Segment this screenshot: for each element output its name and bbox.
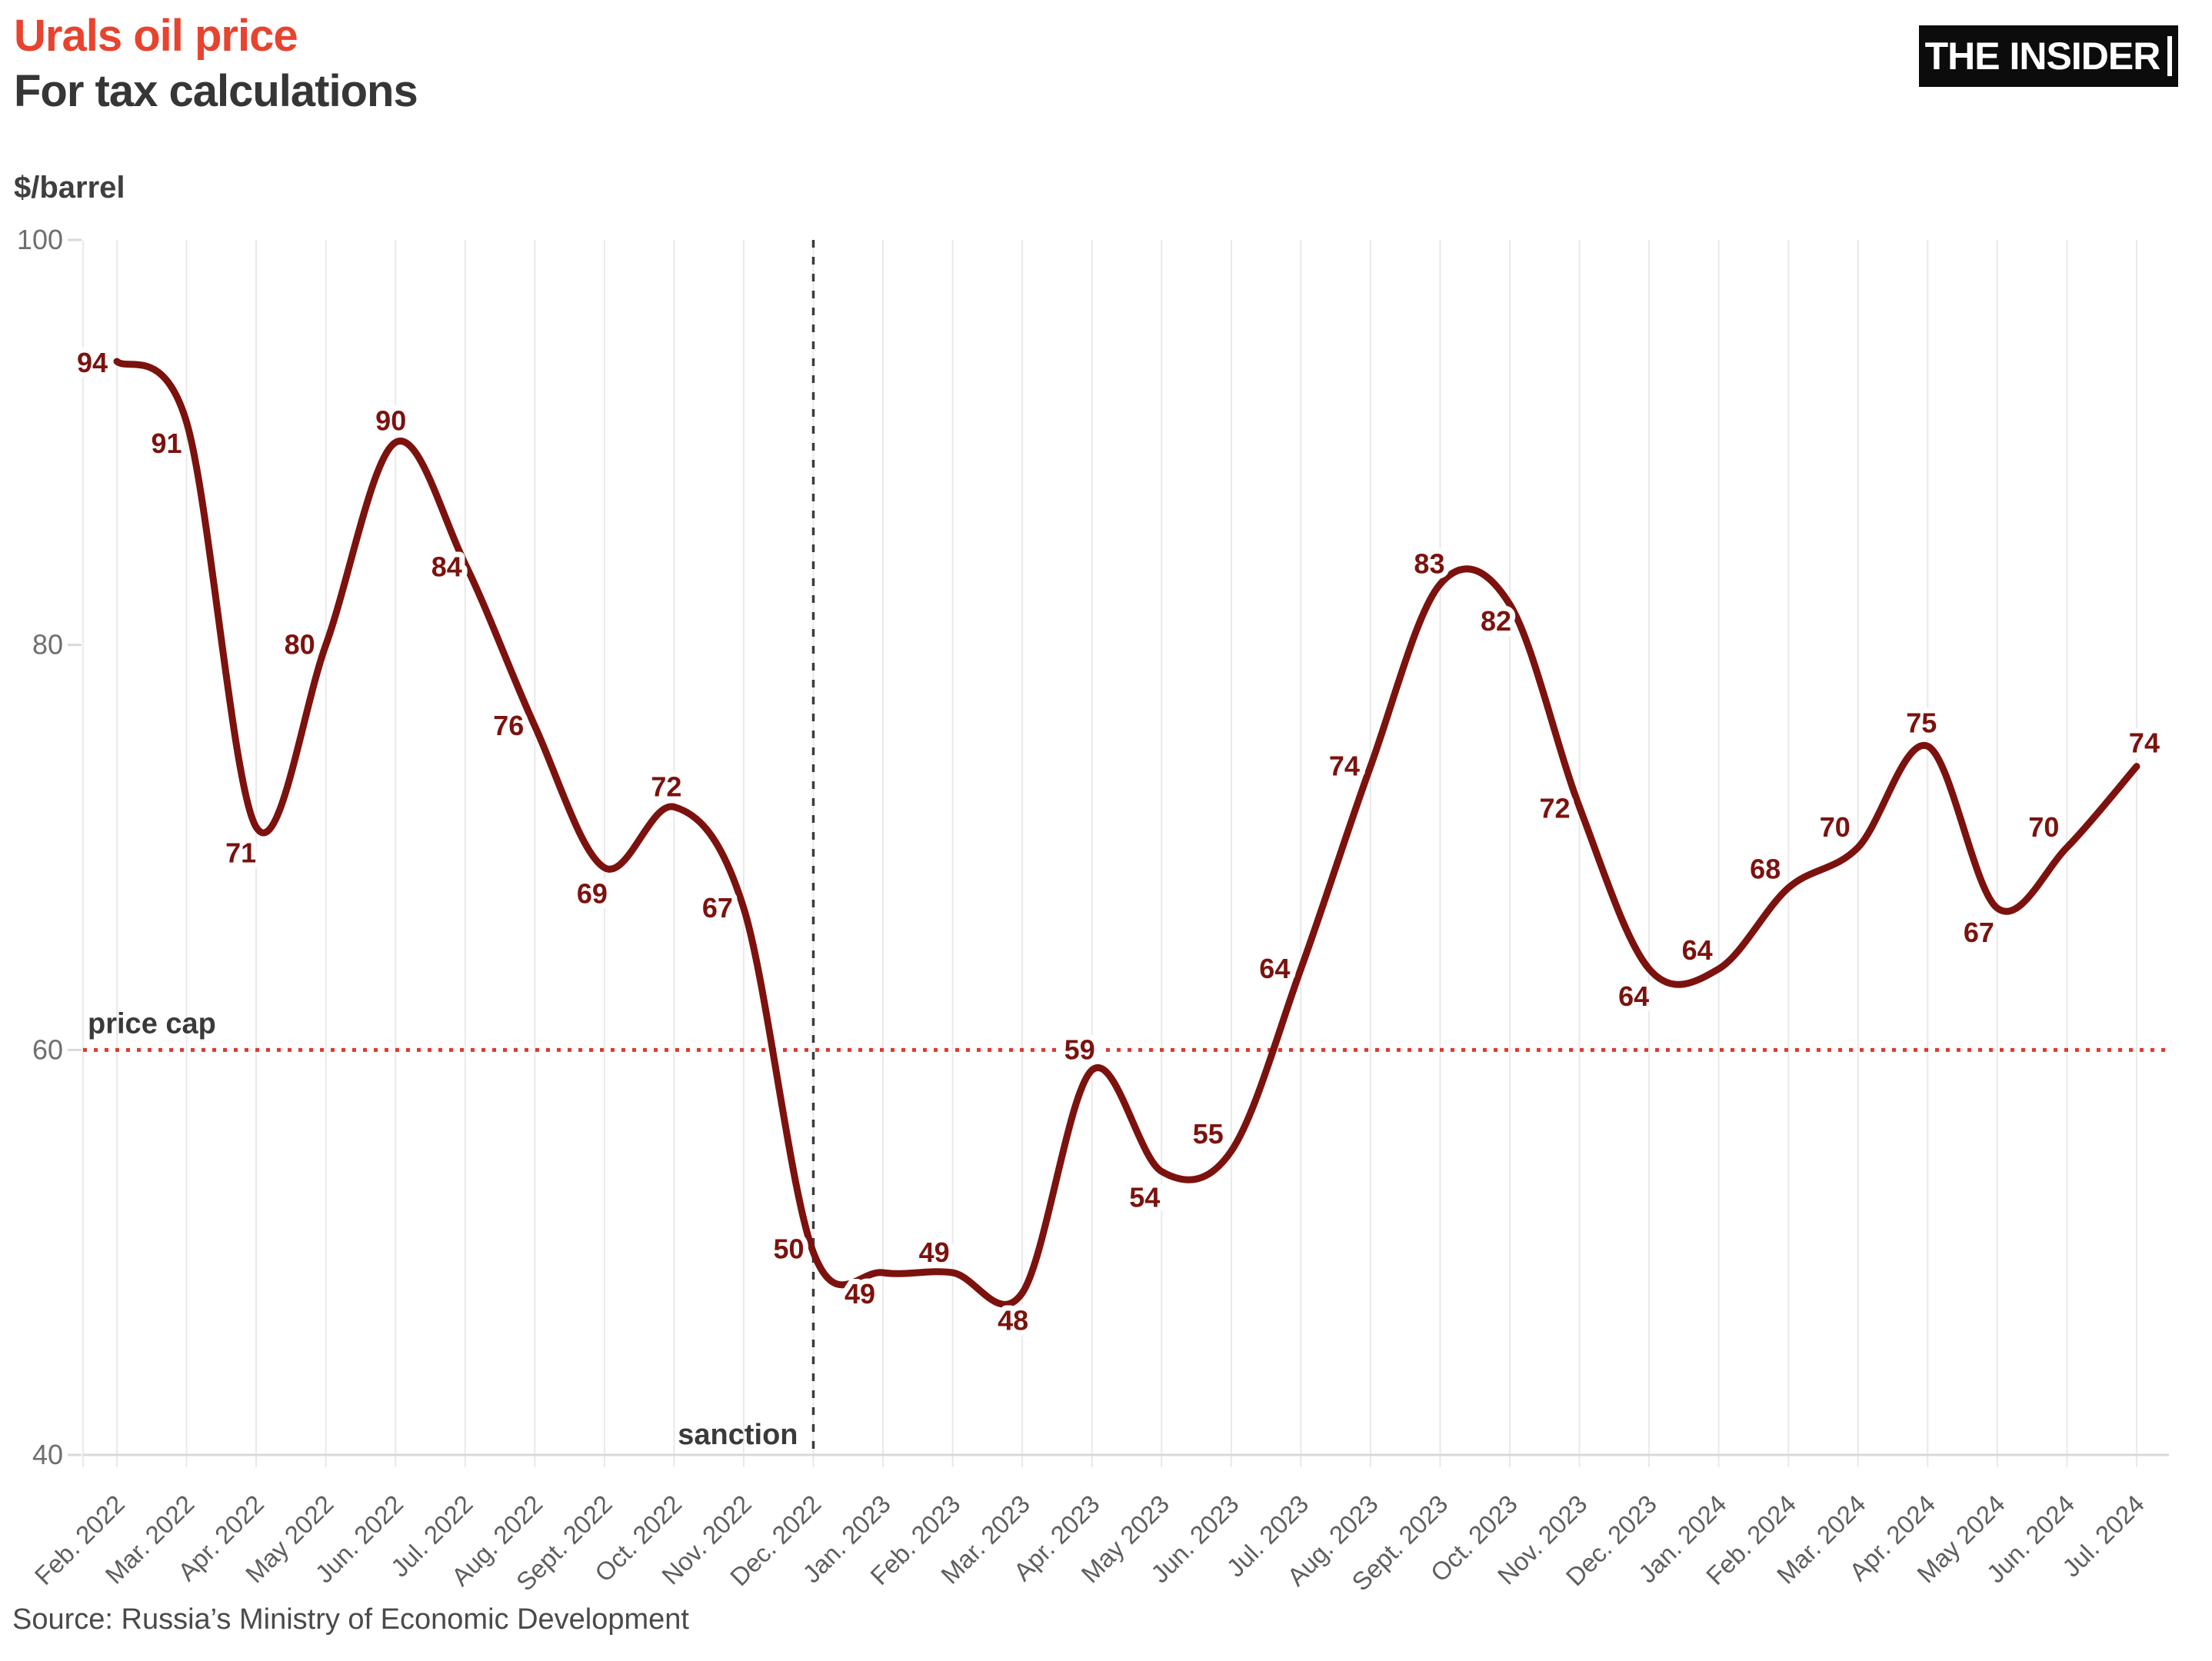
value-label: 83 (1414, 548, 1444, 580)
value-label: 70 (2028, 811, 2059, 843)
price-line (113, 358, 2140, 1308)
value-label: 49 (919, 1237, 950, 1268)
gridlines (82, 240, 2137, 1467)
value-label: 90 (375, 404, 406, 436)
y-tick-label: 40 (32, 1439, 63, 1470)
value-label: 64 (1259, 953, 1290, 984)
value-label: 80 (285, 629, 315, 661)
value-label: 75 (1906, 707, 1937, 738)
sanction-label: sanction (678, 1419, 798, 1451)
value-label: 84 (431, 551, 462, 582)
value-label: 82 (1481, 605, 1511, 637)
value-label: 76 (493, 710, 524, 741)
value-label: 94 (77, 347, 108, 378)
price-line-series (113, 358, 2140, 1308)
value-label: 49 (844, 1278, 875, 1310)
logo-cursor-bar (2167, 36, 2173, 76)
value-label: 74 (2129, 727, 2160, 759)
value-label: 72 (1540, 792, 1571, 824)
value-label: 59 (1064, 1034, 1095, 1066)
value-label: 54 (1129, 1181, 1160, 1213)
y-axis-unit-label: $/barrel (14, 171, 125, 205)
value-label: 64 (1682, 934, 1713, 966)
value-label: 70 (1820, 811, 1851, 843)
price-cap-label: price cap (88, 1007, 216, 1040)
chart-title: Urals oil price (14, 11, 298, 61)
value-label: 72 (651, 771, 681, 802)
chart-subtitle: For tax calculations (14, 66, 418, 116)
y-tick-label: 60 (32, 1034, 63, 1065)
the-insider-logo: THE INSIDER (1919, 25, 2178, 87)
value-label: 48 (998, 1304, 1028, 1336)
value-label: 91 (152, 428, 182, 459)
value-label: 67 (702, 892, 733, 924)
annotations (83, 240, 2169, 1455)
value-label: 64 (1618, 980, 1649, 1012)
logo-text: THE INSIDER (1924, 35, 2161, 78)
source-note: Source: Russia’s Ministry of Economic De… (12, 1603, 689, 1636)
value-label: 50 (773, 1233, 804, 1265)
value-label: 69 (577, 877, 608, 909)
value-label: 67 (1964, 917, 1994, 948)
value-label: 55 (1193, 1118, 1224, 1150)
value-label: 71 (225, 837, 256, 869)
value-labels: 94 91 71 80 90 84 76 69 72 67 50 49 49 48 59 54 55 64 74 83… (72, 341, 2165, 1341)
value-label: 68 (1750, 854, 1781, 885)
y-tick-label: 80 (32, 629, 63, 661)
y-tick-label: 100 (17, 224, 63, 255)
value-label: 74 (1329, 751, 1360, 782)
